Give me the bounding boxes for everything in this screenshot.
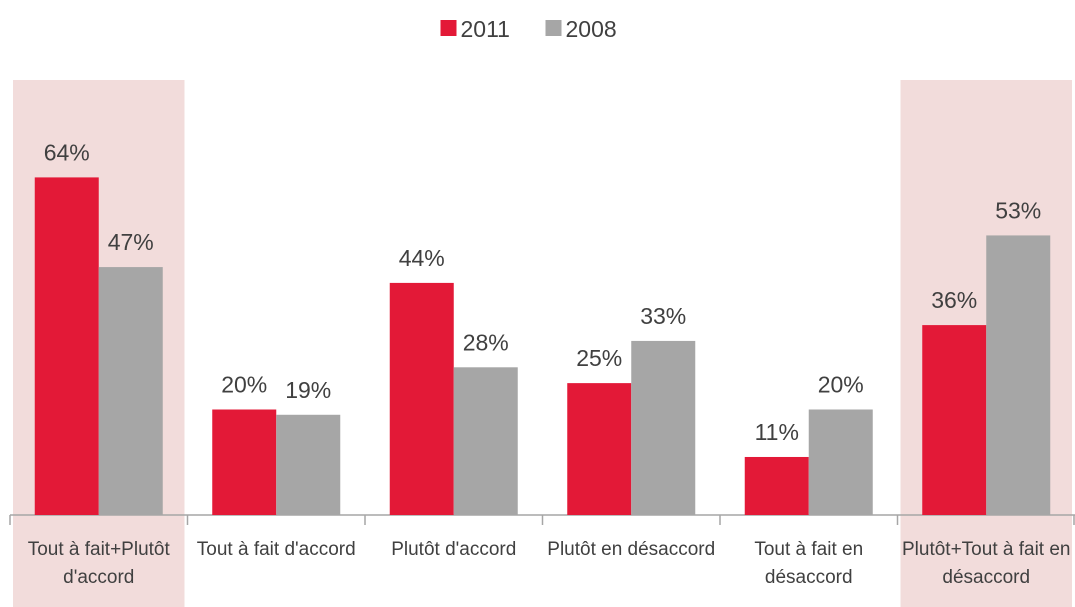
data-label: 25% [576,345,622,371]
x-tick-label: Tout à fait d'accord [196,539,356,560]
data-label: 20% [221,372,267,398]
x-tick-label: Plutôt en désaccord [547,539,716,560]
bar [453,367,518,515]
bar [922,325,987,515]
legend-swatch [440,20,457,36]
bar [34,177,99,515]
data-label: 11% [755,419,799,445]
legend-label: 2008 [566,16,617,42]
data-label: 20% [818,372,864,398]
x-tick-label: Tout à fait+Plutôt d'accord [27,539,170,588]
x-tick-label: Plutôt+Tout à fait en désaccord [902,539,1071,588]
bar [212,409,277,515]
bar [808,409,873,515]
data-label: 44% [399,245,445,271]
data-label: 33% [640,303,686,329]
data-label: 53% [995,197,1041,223]
data-label: 47% [108,229,154,255]
bar [276,414,341,515]
data-label: 19% [285,377,331,403]
bar [986,235,1051,516]
data-label: 28% [463,329,509,355]
bar [567,383,632,515]
legend-swatch [545,20,562,36]
bar [744,456,809,515]
data-label: 64% [44,139,90,165]
legend-label: 2011 [461,16,510,42]
data-label: 36% [931,287,977,313]
bar [389,282,454,515]
x-tick-label: Tout à fait en désaccord [754,539,864,588]
bar [98,267,163,515]
bar [631,340,696,515]
x-tick-label: Plutôt d'accord [391,539,517,560]
